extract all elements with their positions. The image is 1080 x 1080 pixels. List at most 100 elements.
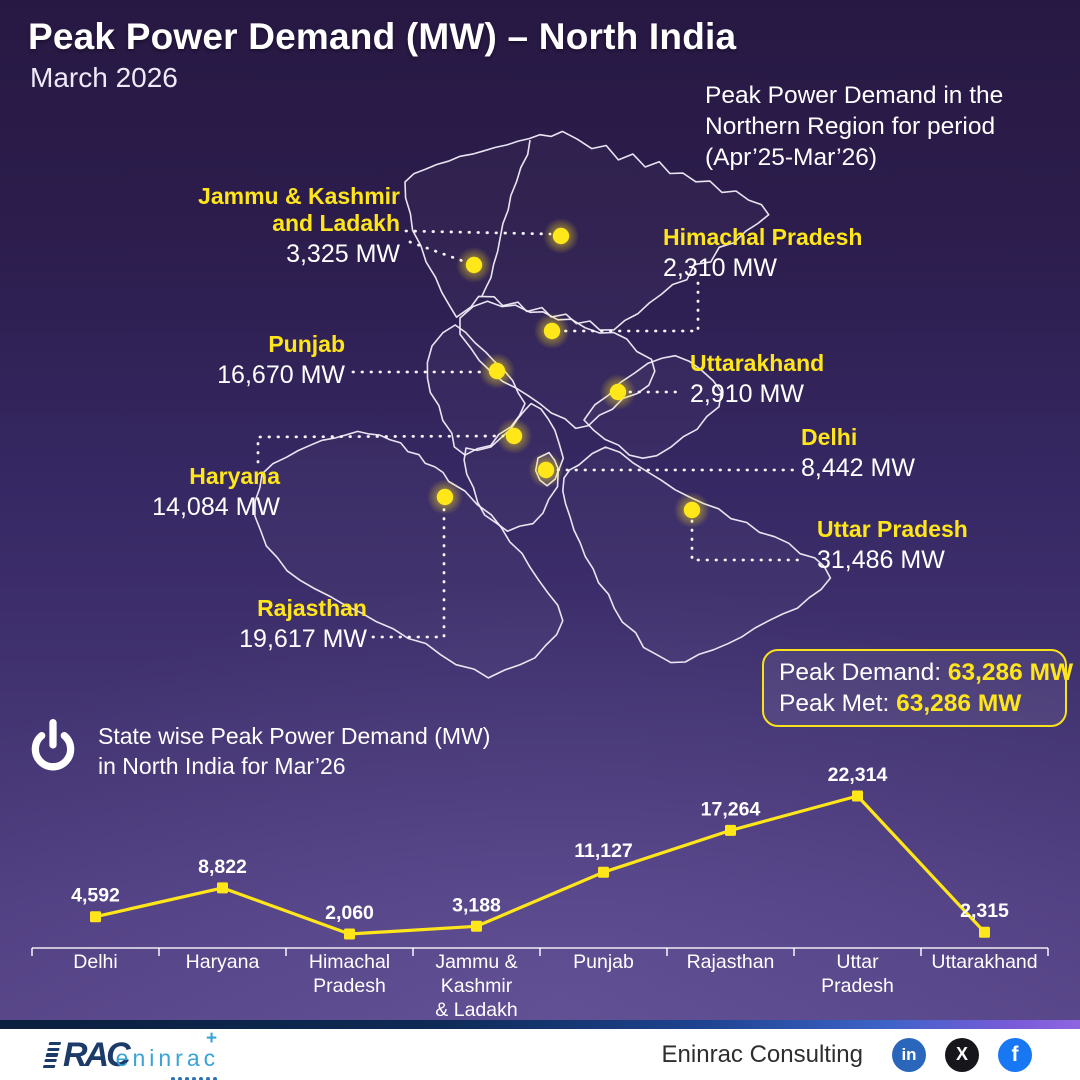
jammu-kashmir-ladakh-connector-1 (408, 240, 465, 263)
rajasthan-label-name: Rajasthan (257, 595, 367, 621)
power-icon (31, 719, 75, 771)
chart-point-marker-5 (725, 824, 736, 836)
jammu-kashmir-ladakh-marker-dot-0 (552, 227, 570, 245)
statewise-demand-line-chart: 4,592 Delhi 8,822 Haryana 2,060 Himachal Prade… (31, 764, 1049, 1021)
facebook-icon[interactable]: f (998, 1037, 1032, 1072)
chart-value-label-0: 4,592 (71, 885, 120, 907)
state-outline-jammu-kashmir-ladakh (404, 130, 770, 331)
logo-wordmark: RAC eninrac + (63, 1028, 220, 1080)
peak-met-value: 63,286 MW (896, 690, 1022, 717)
uttarakhand-label-value: 2,910 MW (690, 380, 804, 408)
state-outline-himachal-pradesh (459, 300, 656, 430)
haryana-marker-dot-0 (505, 427, 523, 445)
peak-met-label: Peak Met: (779, 690, 890, 717)
period-note: Peak Power Demand in the Northern Region… (705, 82, 1004, 171)
jammu-kashmir-ladakh-marker-dot-1 (465, 256, 483, 274)
linkedin-icon[interactable]: in (892, 1037, 926, 1072)
chart-point-marker-1 (217, 882, 228, 894)
chart-value-label-6: 22,314 (828, 764, 888, 786)
logo-bars-icon (42, 1041, 62, 1068)
himachal-pradesh-label: Himachal Pradesh 2,310 MW (663, 224, 862, 283)
punjab-label-value: 16,670 MW (217, 361, 345, 389)
chart-value-label-5: 17,264 (701, 798, 761, 820)
delhi-marker-dot-0 (537, 461, 555, 479)
logo-dots (171, 1076, 218, 1080)
jammu-kashmir-ladakh-connector-0 (404, 229, 552, 236)
peak-demand-line: Peak Demand: 63,286 MW (779, 657, 1073, 688)
chart-point-marker-0 (90, 911, 101, 923)
delhi-label-value: 8,442 MW (801, 454, 915, 482)
haryana-label: Haryana 14,084 MW (152, 463, 280, 522)
uttar-pradesh-label-value: 31,486 MW (817, 546, 945, 574)
haryana-label-name: Haryana (189, 463, 280, 489)
haryana-label-value: 14,084 MW (152, 493, 280, 521)
x-icon[interactable]: X (945, 1037, 979, 1072)
jammu-kashmir-ladakh-label-value: 3,325 MW (286, 240, 400, 268)
chart-point-marker-7 (979, 926, 990, 938)
peak-demand-value: 63,286 MW (947, 659, 1074, 686)
rajasthan-marker-dot-0 (436, 488, 454, 506)
punjab-marker-dot-0 (488, 362, 506, 380)
uttar-pradesh-marker-dot-0 (683, 501, 701, 519)
himachal-pradesh-marker-dot-0 (543, 322, 561, 340)
chart-point-marker-3 (471, 920, 482, 932)
footer-right: Eninrac Consulting in X f (661, 1037, 1032, 1072)
chart-point-marker-6 (852, 790, 863, 802)
page-subtitle: March 2026 (30, 62, 178, 93)
peak-summary-box: Peak Demand: 63,286 MW Peak Met: 63,286 … (762, 649, 1073, 727)
chart-category-label-4: Punjab (573, 951, 634, 973)
footer-gradient-strip (0, 1020, 1080, 1029)
chart-value-label-7: 2,315 (960, 900, 1009, 922)
chart-category-label-5: Rajasthan (687, 951, 775, 973)
footer: RAC eninrac + Eninrac Consulting in X f (0, 1020, 1080, 1080)
chart-section-title-line2: in North India for Mar’26 (98, 753, 346, 779)
logo-rac-text: RAC (63, 1035, 131, 1074)
delhi-label-name: Delhi (801, 424, 858, 450)
logo-eninrac-text: eninrac (115, 1044, 220, 1071)
chart-category-label-0: Delhi (73, 951, 117, 973)
punjab-label-name: Punjab (268, 331, 345, 357)
chart-category-label-1: Haryana (186, 951, 260, 973)
chart-category-label-7: Uttarakhand (931, 951, 1037, 973)
chart-category-label-3: Jammu & Kashmir & Ladakh (435, 951, 517, 1021)
page-title: Peak Power Demand (MW) – North India (28, 16, 737, 57)
chart-category-label-6: Uttar Pradesh (821, 951, 894, 997)
himachal-pradesh-label-name: Himachal Pradesh (663, 224, 863, 250)
uttarakhand-marker-dot-0 (609, 383, 627, 401)
uttar-pradesh-label: Uttar Pradesh 31,486 MW (817, 516, 968, 575)
state-outline-rajasthan (254, 430, 564, 679)
peak-demand-label: Peak Demand: (779, 659, 942, 686)
uttarakhand-label-name: Uttarakhand (690, 350, 825, 376)
chart-section-header: State wise Peak Power Demand (MW) in Nor… (28, 718, 490, 781)
footer-body: RAC eninrac + Eninrac Consulting in X f (0, 1028, 1080, 1080)
haryana-connector-0 (256, 434, 505, 464)
chart-point-marker-4 (598, 866, 609, 878)
chart-series-line (95, 794, 986, 936)
delhi-label: Delhi 8,442 MW (801, 424, 915, 483)
chart-value-label-1: 8,822 (198, 856, 247, 878)
punjab-label: Punjab 16,670 MW (217, 331, 345, 390)
state-outline-uttarakhand (583, 354, 723, 459)
uttarakhand-label: Uttarakhand 2,910 MW (690, 350, 824, 409)
company-name: Eninrac Consulting (661, 1040, 863, 1068)
chart-section-title-line1: State wise Peak Power Demand (MW) (98, 723, 491, 749)
chart-value-label-4: 11,127 (574, 840, 633, 862)
state-outline-jk-ladakh-divider (481, 139, 531, 297)
jammu-kashmir-ladakh-label-name: Jammu & Kashmir and Ladakh (198, 183, 400, 236)
chart-value-label-3: 3,188 (452, 894, 501, 916)
logo-plus-mark: + (206, 1027, 218, 1049)
peak-met-line: Peak Met: 63,286 MW (779, 688, 1050, 719)
chart-point-marker-2 (344, 928, 355, 940)
eninrac-logo: RAC eninrac + (42, 1028, 220, 1080)
uttar-pradesh-label-name: Uttar Pradesh (817, 516, 968, 542)
chart-section-title: State wise Peak Power Demand (MW) in Nor… (98, 718, 490, 781)
rajasthan-label: Rajasthan 19,617 MW (239, 595, 367, 654)
himachal-pradesh-label-value: 2,310 MW (663, 254, 777, 282)
chart-category-label-2: Himachal Pradesh (309, 951, 390, 997)
state-outline-uttar-pradesh (562, 446, 832, 664)
rajasthan-label-value: 19,617 MW (239, 625, 367, 653)
jammu-kashmir-ladakh-label: Jammu & Kashmir and Ladakh 3,325 MW (198, 183, 400, 269)
chart-value-label-2: 2,060 (325, 902, 374, 924)
